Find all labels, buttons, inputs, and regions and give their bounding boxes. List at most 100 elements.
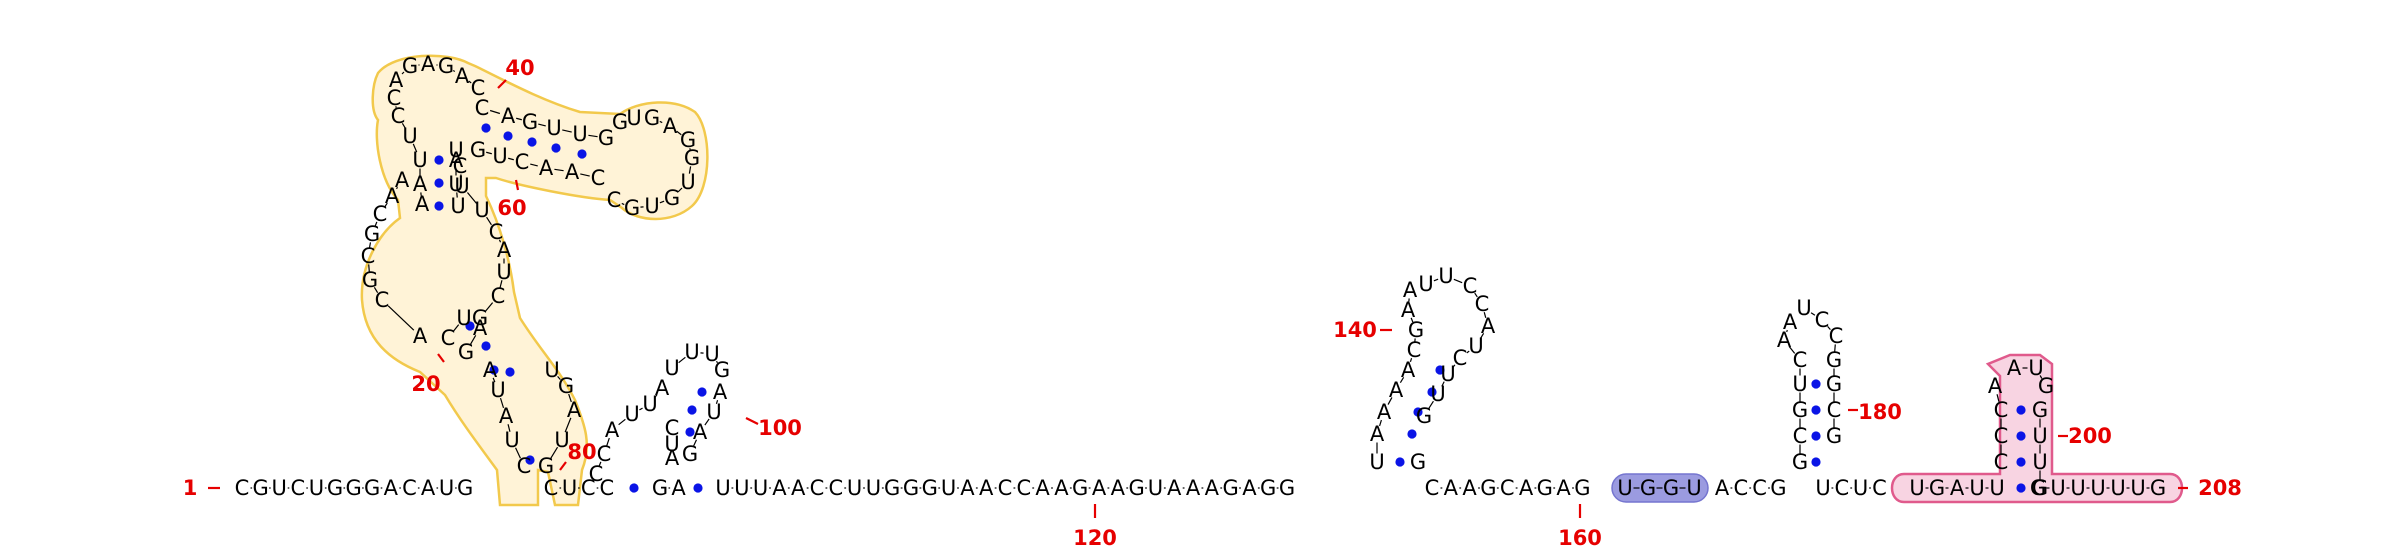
backbone-nucleotide: A — [1950, 476, 1965, 500]
position-label-180: 180 — [1858, 400, 1902, 424]
backbone-nucleotide: U — [715, 476, 730, 500]
domain-nucleotide: G — [438, 54, 454, 78]
domain-nucleotide: U — [554, 428, 569, 452]
hairpin-nucleotide: U — [1792, 372, 1807, 396]
backbone-link — [654, 394, 658, 398]
backbone-nucleotide: U — [847, 476, 862, 500]
domain-nucleotide: C — [591, 166, 606, 190]
hairpin-nucleotide: C — [1453, 346, 1468, 370]
backbone-link — [580, 173, 590, 177]
backbone-link — [499, 280, 503, 288]
base-pair-dot — [1811, 379, 1821, 389]
backbone-nucleotide: U — [272, 476, 287, 500]
backbone-nucleotide: A — [1111, 476, 1126, 500]
hairpin-nucleotide: U — [1468, 334, 1483, 358]
hairpin-nucleotide: A — [1370, 422, 1385, 446]
base-pair-dot — [1407, 429, 1417, 439]
domain-nucleotide: U — [572, 122, 587, 146]
base-pair-dot — [1427, 387, 1437, 397]
backbone-link — [1453, 278, 1463, 284]
hairpin-nucleotide: U — [2032, 424, 2047, 448]
backbone-nucleotide: C — [235, 476, 250, 500]
domain-nucleotide: U — [454, 174, 469, 198]
hairpin-nucleotide: A — [713, 380, 728, 404]
backbone-link — [401, 71, 405, 75]
backbone-link — [492, 377, 496, 383]
backbone-nucleotide: U — [2090, 476, 2105, 500]
domain-nucleotide: U — [496, 260, 511, 284]
hairpin-nucleotide: U — [1418, 272, 1433, 296]
backbone-link — [508, 157, 514, 161]
hairpin-nucleotide: A — [605, 418, 620, 442]
backbone-nucleotide: C — [1834, 476, 1849, 500]
backbone-nucleotide: U — [2070, 476, 2085, 500]
domain-nucleotide: G — [364, 222, 380, 246]
hairpin-nucleotide: G — [682, 442, 698, 466]
domain-nucleotide: U — [402, 124, 417, 148]
backbone-nucleotide: C — [1752, 476, 1767, 500]
domain-nucleotide: G — [402, 54, 418, 78]
base-pair-dot — [2016, 457, 2026, 467]
backbone-link — [486, 151, 492, 155]
backbone-link — [489, 109, 501, 115]
domain-nucleotide: U — [490, 378, 505, 402]
base-pair-dot — [527, 137, 537, 147]
base-pair-dot — [697, 387, 707, 397]
domain-nucleotide: A — [389, 68, 404, 92]
backbone-nucleotide: G — [2150, 476, 2166, 500]
backbone-link — [715, 399, 719, 405]
hairpin-nucleotide: A — [1389, 378, 1404, 402]
hairpin-nucleotide: G — [2032, 476, 2048, 500]
backbone-nucleotide: U — [1989, 476, 2004, 500]
domain-nucleotide: A — [455, 64, 470, 88]
backbone-nucleotide: G — [1929, 476, 1945, 500]
domain-nucleotide: G — [472, 306, 488, 330]
domain-nucleotide: C — [517, 454, 532, 478]
domain-nucleotide: A — [497, 238, 512, 262]
position-label-100: 100 — [758, 416, 802, 440]
backbone-nucleotide: A — [1167, 476, 1182, 500]
backbone-nucleotide: G — [252, 476, 268, 500]
backbone-link — [452, 324, 460, 332]
domain-nucleotide: U — [456, 306, 471, 330]
backbone-link — [1786, 329, 1788, 333]
hairpin-nucleotide: C — [1475, 292, 1490, 316]
hairpin-nucleotide: U — [2028, 356, 2043, 380]
hairpin-nucleotide: U — [664, 356, 679, 380]
hairpin-nucleotide: G — [714, 358, 730, 382]
backbone-nucleotide: U — [866, 476, 881, 500]
domain-nucleotide: U — [448, 172, 463, 196]
domain-nucleotide: A — [501, 104, 516, 128]
backbone-nucleotide: U — [1148, 476, 1163, 500]
domain-nucleotide: C — [391, 104, 406, 128]
backbone-nucleotide: G — [1260, 476, 1276, 500]
backbone-link — [1379, 419, 1382, 427]
hairpin-nucleotide: C — [1994, 424, 2009, 448]
backbone-nucleotide: A — [1715, 476, 1730, 500]
backbone-nucleotide: G — [1537, 476, 1553, 500]
base-pair-dot — [693, 483, 703, 493]
domain-nucleotide: A — [413, 172, 428, 196]
hairpin-nucleotide: A — [1777, 328, 1792, 352]
backbone-link — [564, 417, 572, 433]
base-pair-dot — [489, 365, 499, 375]
base-pair-dot — [525, 455, 535, 465]
backbone-nucleotide: A — [791, 476, 806, 500]
numbering-tick — [745, 417, 759, 425]
backbone-link — [588, 134, 598, 138]
domain-nucleotide: A — [415, 192, 430, 216]
backbone-nucleotide: A — [1242, 476, 1257, 500]
backbone-nucleotide: C — [402, 476, 417, 500]
hairpin-nucleotide: G — [1826, 348, 1842, 372]
base-pair-dot — [505, 367, 515, 377]
backbone-nucleotide: U — [309, 476, 324, 500]
domain-nucleotide: G — [362, 268, 378, 292]
backbone-link — [1827, 326, 1831, 330]
domain-nucleotide: A — [395, 168, 410, 192]
backbone-link — [1466, 350, 1470, 354]
backbone-nucleotide: C — [1872, 476, 1887, 500]
base-pair-dot — [2016, 405, 2026, 415]
position-label-160: 160 — [1558, 526, 1602, 548]
position-label-20: 20 — [411, 372, 440, 396]
